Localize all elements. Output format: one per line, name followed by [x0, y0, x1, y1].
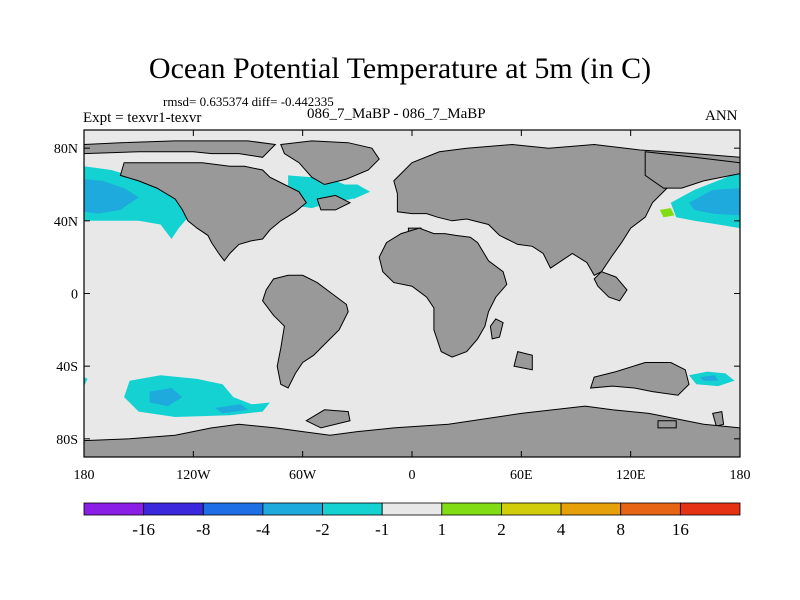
colorbar-box — [381, 502, 443, 516]
x-tick-label: 0 — [409, 468, 416, 483]
anomaly-region-north-pacific-warm-spot — [659, 208, 675, 218]
y-tick-label: 0 — [71, 288, 78, 303]
anomaly-region-south-pacific-core-east — [215, 404, 248, 414]
colorbar-box — [679, 502, 741, 516]
colorbar-box — [143, 502, 204, 516]
anomaly-region-north-pacific-west-core — [84, 179, 139, 214]
anomaly-region-southwest-pacific-core — [699, 375, 719, 381]
anomaly-region-dateline-south-edge — [84, 377, 88, 387]
y-tick-label: 40N — [54, 215, 78, 230]
colorbar-box — [322, 502, 383, 516]
colorbar-label: 2 — [497, 520, 506, 539]
land-antarctic-peninsula — [305, 409, 351, 429]
land-indian-ocean-island — [513, 350, 533, 371]
land-se-asia-peninsula — [593, 271, 628, 302]
x-tick-label: 60E — [510, 468, 533, 483]
land-atlantic-islands — [316, 194, 352, 211]
colorbar-label: -8 — [196, 520, 210, 539]
colorbar-label: -2 — [315, 520, 329, 539]
land-south-america — [262, 274, 349, 389]
land-greenland — [280, 140, 380, 186]
colorbar-label: 4 — [557, 520, 566, 539]
colorbar-box — [620, 502, 681, 516]
land-ice-shelf-island — [657, 420, 677, 429]
y-tick-label: 80N — [54, 142, 78, 157]
land-australia — [589, 362, 690, 396]
land-northeast-asia-ext — [644, 151, 740, 189]
land-north-america — [119, 162, 307, 262]
x-tick-label: 180 — [730, 468, 751, 483]
experiment-label: Expt = texvr1-texvr — [83, 110, 202, 126]
land-africa — [378, 227, 508, 358]
land-north-america-arctic — [84, 140, 277, 158]
colorbar-label: 1 — [438, 520, 447, 539]
colorbar-label: -4 — [256, 520, 271, 539]
anomaly-region-north-atlantic-tongue — [330, 184, 371, 199]
colorbar-label: 8 — [616, 520, 625, 539]
y-tick-label: 80S — [56, 433, 78, 448]
season-label: ANN — [705, 108, 738, 124]
colorbar-label: 16 — [672, 520, 689, 539]
colorbar-label: -16 — [132, 520, 155, 539]
anomaly-region-south-pacific-core — [149, 388, 183, 407]
chart-title: Ocean Potential Temperature at 5m (in C) — [148, 52, 652, 85]
colorbar-box — [83, 502, 145, 516]
land-new-zealand — [712, 411, 725, 427]
x-tick-label: 60W — [289, 468, 317, 483]
colorbar-box — [441, 502, 502, 516]
colorbar-box — [501, 502, 562, 516]
x-tick-label: 120E — [616, 468, 646, 483]
case-label: 086_7_MaBP - 086_7_MaBP — [307, 106, 486, 122]
x-tick-label: 180 — [74, 468, 95, 483]
stats-line: rmsd= 0.635374 diff= -0.442335 — [163, 94, 334, 109]
x-tick-label: 120W — [176, 468, 211, 483]
anomaly-region-north-pacific-west — [84, 166, 221, 239]
land-antarctica — [84, 405, 740, 457]
colorbar-label: -1 — [375, 520, 389, 539]
anomaly-region-north-pacific-east-core — [689, 188, 740, 216]
colorbar-box — [262, 502, 323, 516]
colorbar-box — [202, 502, 264, 516]
land-madagascar — [489, 318, 504, 340]
y-tick-label: 40S — [56, 360, 78, 375]
colorbar-box — [560, 502, 622, 516]
